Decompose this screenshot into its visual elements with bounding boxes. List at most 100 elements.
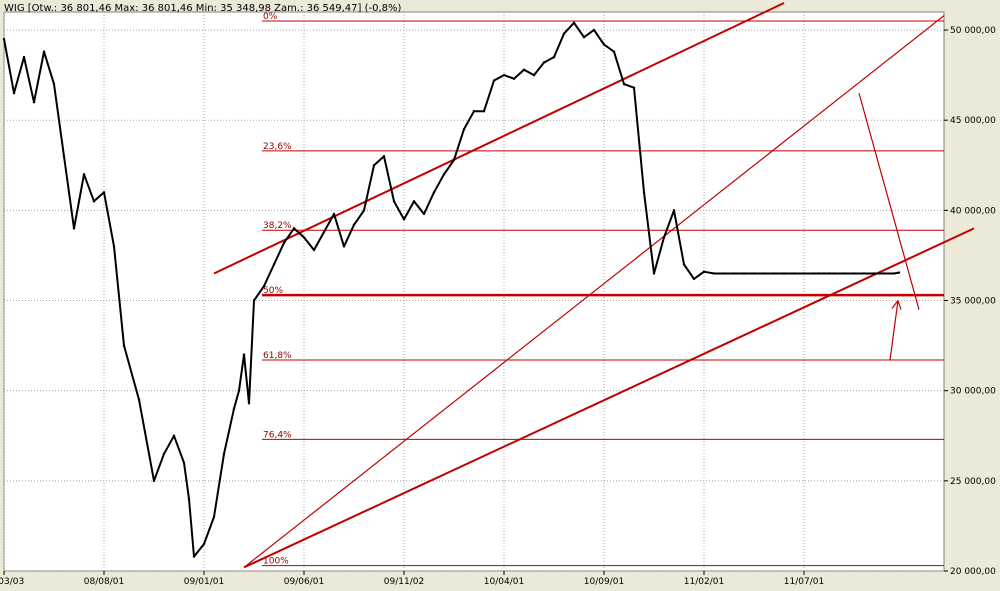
price-point [722, 272, 726, 275]
price-point [552, 55, 556, 59]
price-point [62, 155, 66, 158]
y-tick-label: 35 000,00 [950, 297, 996, 307]
price-point [12, 91, 16, 95]
price-point [802, 272, 806, 275]
grid [3, 12, 944, 572]
price-point [562, 32, 566, 35]
price-point [72, 227, 76, 230]
price-point [262, 284, 266, 288]
trendlines [213, 2, 975, 569]
fib-label: 38,2% [263, 221, 292, 231]
price-point [237, 389, 241, 392]
fibonacci-levels: 0% 23,6% 38,2% 50% 61,8% 76,4% 100% [262, 12, 944, 567]
price-point [182, 461, 186, 465]
price-point [532, 73, 536, 77]
x-tick-label: 09/01/01 [184, 577, 224, 587]
price-point [582, 36, 586, 39]
chart-header: WIG [Otw.: 36 801,46 Max: 36 801,46 Min:… [4, 3, 402, 14]
trendline-lower-channel [243, 227, 975, 569]
price-point [422, 212, 426, 216]
price-point [187, 497, 191, 501]
price-series [2, 21, 901, 558]
price-point [897, 271, 901, 274]
price-point [572, 21, 576, 25]
price-point [247, 402, 251, 405]
y-axis: 20 000,00 25 000,00 30 000,00 35 000,00 40 0… [944, 26, 996, 577]
price-point [372, 164, 376, 167]
price-point [852, 272, 856, 275]
price-point [827, 272, 831, 275]
y-tick-label: 30 000,00 [950, 387, 996, 397]
price-point [2, 37, 6, 41]
price-point [272, 263, 276, 266]
price-point [592, 28, 596, 32]
price-point [752, 272, 756, 275]
price-point [702, 270, 706, 273]
price-point [352, 223, 356, 226]
fib-label: 61,8% [263, 351, 292, 361]
price-point [662, 236, 666, 239]
price-point [712, 272, 716, 275]
price-point [772, 272, 776, 275]
price-point [872, 272, 876, 275]
price-point [137, 398, 141, 401]
price-point [452, 158, 456, 162]
trendline-short-term-downtrend [858, 92, 920, 310]
trendline-fan-line [243, 15, 945, 568]
price-point [512, 77, 516, 80]
price-point [892, 272, 896, 275]
x-tick-label: 08/08/01 [84, 577, 124, 587]
fib-label: 76,4% [263, 430, 292, 440]
price-point [622, 82, 626, 86]
price-point [362, 209, 366, 212]
price-point [412, 200, 416, 203]
price-point [642, 191, 646, 194]
price-point [782, 272, 786, 275]
price-point [832, 272, 836, 275]
price-point [502, 73, 506, 77]
price-point [462, 128, 466, 131]
price-point [332, 212, 336, 216]
y-tick-label: 20 000,00 [950, 567, 996, 577]
y-tick-label: 45 000,00 [950, 116, 996, 126]
price-point [322, 230, 326, 234]
price-point [822, 272, 826, 275]
x-axis: 08/03/03 08/08/01 09/01/01 09/06/01 09/11/02… [0, 571, 824, 587]
price-point [432, 191, 436, 194]
price-point [882, 272, 886, 275]
price-point [482, 109, 486, 113]
price-point [842, 272, 846, 275]
price-point [312, 248, 316, 252]
price-point [52, 82, 56, 86]
arrow-head [891, 300, 902, 310]
y-tick-label: 40 000,00 [950, 206, 996, 216]
price-point [542, 61, 546, 64]
price-point [22, 55, 26, 59]
price-point [42, 50, 46, 53]
price-point [762, 272, 766, 275]
price-point [342, 245, 346, 248]
price-point [682, 263, 686, 266]
price-point [152, 479, 156, 483]
price-point [602, 43, 606, 46]
price-point [402, 218, 406, 221]
price-point [692, 277, 696, 281]
plot-area [3, 11, 945, 572]
price-point [817, 272, 821, 275]
price-point [222, 452, 226, 455]
y-tick-label: 25 000,00 [950, 477, 996, 487]
price-point [82, 173, 86, 176]
price-point [232, 407, 236, 410]
price-point [212, 515, 216, 519]
price-point [472, 109, 476, 113]
price-point [742, 272, 746, 275]
fib-label: 50% [263, 286, 283, 296]
x-tick-label: 09/11/02 [384, 577, 424, 587]
price-point [32, 100, 36, 104]
price-point [862, 272, 866, 275]
price-point [392, 200, 396, 203]
x-tick-label: 10/04/01 [484, 577, 524, 587]
price-point [522, 68, 526, 71]
